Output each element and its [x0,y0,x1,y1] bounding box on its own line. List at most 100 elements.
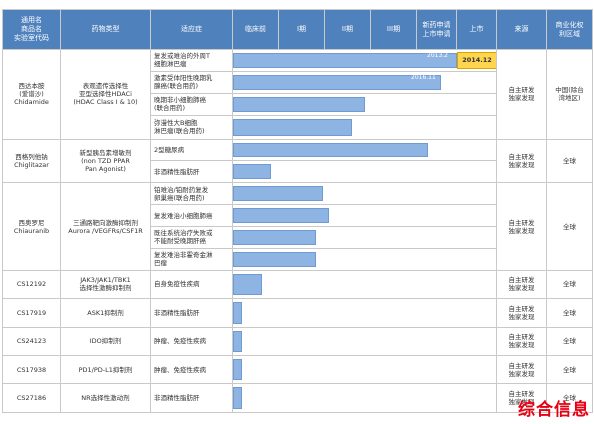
table-row: 西奥罗尼 Chiauranib 三通路靶向激酶抑制剂 Aurora /VEGFRs… [2,182,593,271]
indication-label: 晚期非小细胞肺癌 (联合用药) [150,92,233,116]
development-timeline [232,114,497,140]
indication-label: 非酒精性脂肪肝 [150,298,233,328]
drug-name: 西格列他钠 Chiglitazar [2,138,61,184]
development-timeline [232,160,497,184]
progress-bar [233,164,271,180]
indication-label: 2型糖尿病 [150,138,233,162]
drug-type: JAK3/JAK1/TBK1 选择性激酶抑制剂 [60,269,151,300]
development-timeline: 2016.11 [232,70,497,94]
header-launch: 上市 [456,9,497,50]
bar-date-label: 2013.2 [427,52,448,59]
progress-bar [233,251,316,267]
progress-bar [233,53,457,68]
commercial-rights: 全球 [546,326,593,357]
launch-marker: 2014.12 [457,52,496,69]
header-row: 通用名 商品名 实验室代码 药物类型 适应症 临床前 I期 II期 III期 新… [2,9,593,50]
development-timeline [232,182,497,206]
table-row: 弥漫性大B细胞 淋巴瘤(联合用药) [3,114,593,140]
drug-source: 自主研发 独家发现 [496,269,547,300]
table-row: CS17919 ASK1抑制剂 非酒精性脂肪肝 自主研发 独家发现 全球 [2,298,593,328]
drug-type: 三通路靶向激酶抑制剂 Aurora /VEGFRs/CSF1R [60,182,151,271]
development-timeline [232,92,497,116]
drug-source: 自主研发 独家发现 [496,326,547,357]
commercial-rights: 全球 [546,383,593,413]
header-phase1: I期 [278,9,325,50]
table-row: 西格列他钠 Chiglitazar 新型胰岛素增敏剂 (non TZD PPAR … [2,138,593,184]
indication-label: 非酒精性脂肪肝 [150,160,233,184]
development-timeline [232,269,497,300]
development-timeline [232,383,497,413]
drug-source: 自主研发 独家发现 [496,138,547,184]
drug-name: CS27186 [2,383,61,413]
table-row: 晚期非小细胞肺癌 (联合用药) [3,92,593,116]
indication-label: 复发难治小细胞肺癌 [150,204,233,228]
progress-bar [233,330,242,353]
drug-source: 自主研发 独家发现 [496,355,547,385]
indication-label: 铂难治/铂耐药复发 卵巢癌(联合用药) [150,182,233,206]
progress-bar [233,387,242,409]
progress-bar [233,359,242,381]
development-timeline [232,355,497,385]
table-row: 既往系统治疗失败或 不能耐受晚期肝癌 [3,226,593,249]
commercial-rights: 全球 [546,138,593,184]
table-row: 非酒精性脂肪肝 [3,160,593,184]
header-phase2: II期 [324,9,371,50]
drug-type: ASK1抑制剂 [60,298,151,328]
indication-label: 肿瘤、免疫性疾病 [150,355,233,385]
progress-bar [233,230,316,245]
header-drug: 通用名 商品名 实验室代码 [2,9,61,50]
table-row: CS24123 IDO抑制剂 肿瘤、免疫性疾病 自主研发 独家发现 全球 [2,326,593,357]
indication-label: 非酒精性脂肪肝 [150,383,233,413]
drug-type: NR选择性激动剂 [60,383,151,413]
drug-type: 表观遗传选择性 亚型选择性HDACi (HDAC Class I & 10) [60,49,151,140]
header-nda: 新药申请 上市申请 [416,9,457,50]
development-timeline [232,298,497,328]
indication-label: 弥漫性大B细胞 淋巴瘤(联合用药) [150,114,233,140]
table-row: CS17938 PD1/PD-L1抑制剂 肿瘤、免疫性疾病 自主研发 独家发现 全球 [2,355,593,385]
drug-source: 自主研发 独家发现 [496,49,547,140]
drug-name: CS24123 [2,326,61,357]
progress-bar [233,186,323,202]
pipeline-body: 西达本胺 (爱谱沙) Chidamide 表观遗传选择性 亚型选择性HDACi (… [2,49,593,413]
header-preclinical: 临床前 [232,9,279,50]
header-phase3: III期 [370,9,417,50]
drug-name: CS12192 [2,269,61,300]
table-row: 激素受体阳性晚期乳 腺癌(联合用药) 2016.11 [3,70,593,94]
drug-name: CS17938 [2,355,61,385]
header-rights: 商业化权 利区域 [546,9,593,50]
pipeline-table: 通用名 商品名 实验室代码 药物类型 适应症 临床前 I期 II期 III期 新… [2,9,593,413]
commercial-rights: 全球 [546,298,593,328]
development-timeline [232,326,497,357]
header-indication: 适应症 [150,9,233,50]
indication-label: 既往系统治疗失败或 不能耐受晚期肝癌 [150,226,233,249]
drug-source: 自主研发 独家发现 [496,182,547,271]
watermark-logo: 综合信息 [518,400,590,420]
progress-bar [233,142,428,158]
table-row: CS27186 NR选择性激动剂 非酒精性脂肪肝 自主研发 独家发现 全球 [2,383,593,413]
progress-bar [233,302,242,324]
progress-bar [233,118,352,136]
indication-label: 激素受体阳性晚期乳 腺癌(联合用药) [150,70,233,94]
header-source: 来源 [496,9,547,50]
table-row: 复发难治非霍奇金淋 巴瘤 [3,247,593,271]
commercial-rights: 全球 [546,182,593,271]
drug-name: CS17919 [2,298,61,328]
indication-label: 肿瘤、免疫性疾病 [150,326,233,357]
progress-bar [233,74,441,90]
development-timeline: 2013.2 2014.12 [232,49,497,72]
bar-date-label: 2016.11 [411,73,436,81]
indication-label: 复发难治非霍奇金淋 巴瘤 [150,247,233,271]
indication-label: 复发或难治的外周T 细胞淋巴瘤 [150,49,233,72]
drug-source: 自主研发 独家发现 [496,298,547,328]
progress-bar [233,273,262,296]
drug-type: PD1/PD-L1抑制剂 [60,355,151,385]
commercial-rights: 全球 [546,355,593,385]
commercial-rights: 全球 [546,269,593,300]
drug-type: IDO抑制剂 [60,326,151,357]
header-type: 药物类型 [60,9,151,50]
drug-name: 西奥罗尼 Chiauranib [2,182,61,271]
commercial-rights: 中国(除台 湾地区) [546,49,593,140]
development-timeline [232,204,497,228]
table-row: CS12192 JAK3/JAK1/TBK1 选择性激酶抑制剂 自身免疫性疾病 自主研… [2,269,593,300]
indication-label: 自身免疫性疾病 [150,269,233,300]
